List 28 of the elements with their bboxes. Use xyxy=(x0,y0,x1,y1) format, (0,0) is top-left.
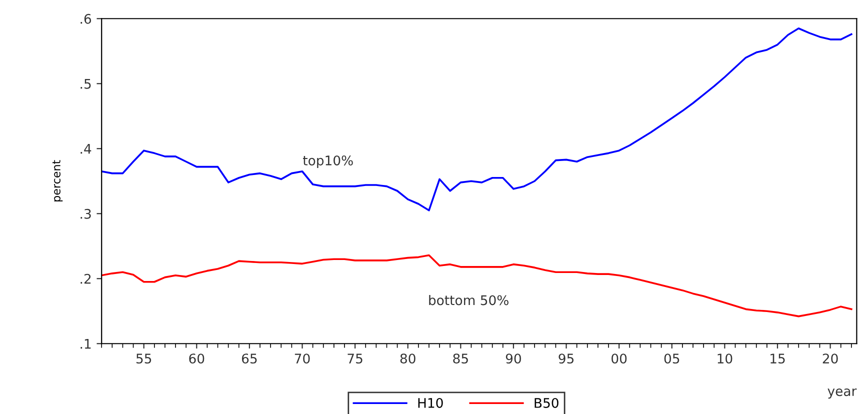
x-tick-label: 75 xyxy=(348,354,362,364)
y-axis-title: percent xyxy=(52,160,63,202)
annotation: bottom 50% xyxy=(429,294,508,306)
x-tick-label: 70 xyxy=(294,354,310,364)
x-tick-label: 65 xyxy=(242,354,257,364)
x-tick-label: 80 xyxy=(400,354,416,364)
line-series xyxy=(102,254,852,318)
x-tick-label: 60 xyxy=(189,354,204,364)
y-tick-label: .1 xyxy=(80,339,91,349)
legend-label: B50 xyxy=(534,398,558,408)
annotation: top10% xyxy=(303,155,353,168)
legend-label: H10 xyxy=(418,398,443,408)
x-tick-label: 90 xyxy=(506,354,521,364)
line-series xyxy=(102,27,852,212)
x-tick-label: 85 xyxy=(453,354,468,364)
y-tick-label: .5 xyxy=(80,79,91,89)
x-axis-title: year xyxy=(828,388,857,399)
x-tick-label: 15 xyxy=(770,354,785,364)
y-tick-label: .6 xyxy=(80,14,92,24)
y-tick-label: .4 xyxy=(80,144,92,154)
x-tick-label: 05 xyxy=(664,354,680,364)
x-tick-label: 00 xyxy=(612,354,627,364)
x-tick-label: 55 xyxy=(136,354,152,364)
x-tick-label: 10 xyxy=(718,354,732,364)
x-tick-label: 95 xyxy=(558,354,574,364)
y-tick-label: .2 xyxy=(80,274,91,284)
y-tick-label: .3 xyxy=(80,208,91,219)
x-tick-label: 20 xyxy=(822,354,838,364)
